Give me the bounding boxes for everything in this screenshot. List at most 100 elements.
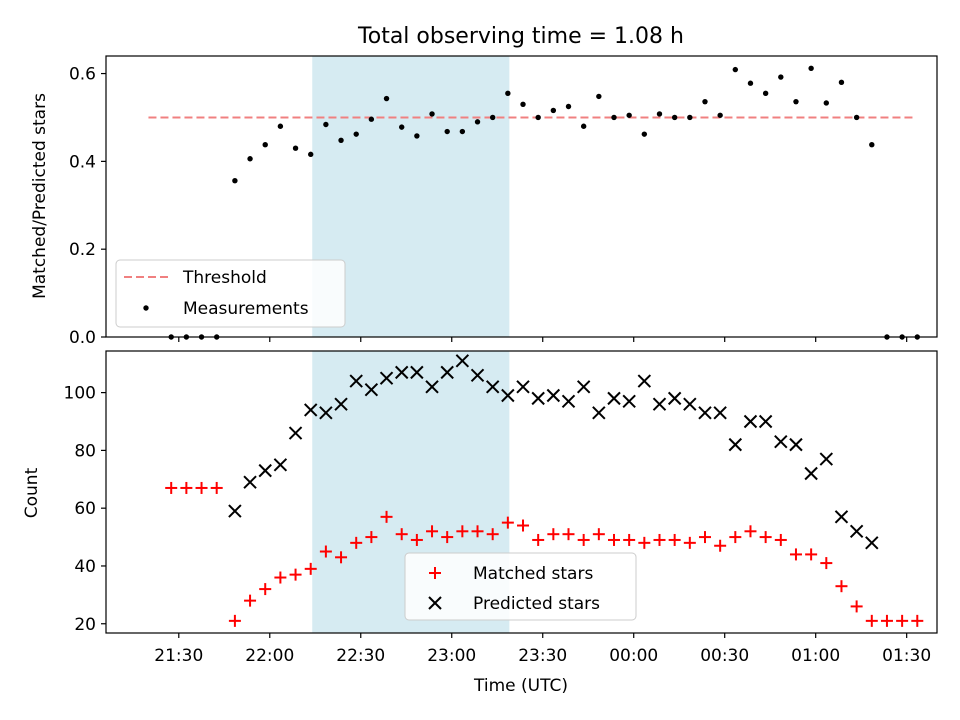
matched-point (835, 580, 848, 593)
predicted-point (470, 368, 485, 382)
x-axis-label: Time (UTC) (473, 676, 568, 696)
matched-point (774, 533, 787, 546)
ratio-legend-box (115, 259, 346, 328)
measurement-point (429, 111, 435, 117)
measurement-point (626, 112, 632, 118)
measurement-point (474, 119, 481, 125)
predicted-point (304, 403, 318, 417)
measurement-point (596, 93, 602, 100)
measurement-point (869, 141, 875, 148)
matched-point (228, 614, 241, 627)
matched-point (259, 583, 272, 596)
measurement-point (580, 123, 587, 129)
matched-point (729, 531, 742, 544)
y-tick-label: 80 (74, 441, 96, 461)
measurement-point (459, 128, 466, 135)
matched-point (698, 531, 711, 544)
predicted-point (758, 414, 773, 429)
measurement-point (778, 74, 784, 80)
predicted-point (607, 391, 621, 406)
chart-title: Total observing time = 1.08 h (357, 24, 684, 49)
y-tick-label: 0.6 (69, 65, 96, 85)
predicted-point (425, 380, 439, 394)
series-measurements (168, 65, 920, 340)
measurement-point (338, 137, 344, 143)
predicted-point (865, 536, 879, 550)
measurement-point (611, 114, 617, 121)
predicted-point (667, 391, 682, 406)
matched-point (880, 614, 893, 627)
predicted-point (531, 391, 545, 406)
matched-point (911, 614, 924, 627)
measurement-point (687, 114, 693, 121)
matched-point (304, 562, 317, 575)
matched-point (380, 510, 393, 523)
x-tick-label: 01:00 (791, 646, 840, 666)
measurement-point (535, 114, 541, 121)
matched-point (623, 533, 636, 546)
matched-point (744, 525, 757, 538)
predicted-point (273, 458, 288, 472)
predicted-point (622, 394, 636, 408)
matched-point (805, 548, 818, 561)
matched-point (410, 533, 423, 546)
matched-point (759, 531, 772, 544)
predicted-point (728, 437, 743, 452)
matched-point (896, 614, 909, 627)
count-y-axis-label: Count (22, 467, 42, 518)
measurement-point (323, 121, 329, 128)
x-tick-label: 22:30 (336, 646, 385, 666)
measurement-point (808, 65, 814, 71)
measurement-point (368, 116, 375, 122)
matched-point (653, 533, 666, 546)
x-tick-label: 00:00 (609, 646, 658, 666)
ratio-y-axis-label: Matched/Predicted stars (30, 93, 50, 299)
matched-point (562, 528, 575, 541)
predicted-point (637, 374, 652, 388)
predicted-point (394, 365, 409, 380)
measurement-point (489, 114, 496, 121)
matched-point (608, 533, 621, 546)
count-legend: Matched stars Predicted stars (404, 552, 637, 621)
matched-point (532, 533, 545, 546)
predicted-point (834, 510, 849, 524)
predicted-point (516, 380, 530, 394)
matched-point (289, 568, 302, 581)
measurement-point (353, 131, 359, 137)
matched-point (714, 539, 727, 552)
measurement-point (702, 98, 708, 105)
matched-point (426, 525, 439, 538)
predicted-point (349, 374, 363, 388)
predicted-point (819, 452, 834, 466)
measurement-point (565, 103, 572, 110)
measurements-legend-swatch (143, 305, 149, 311)
predicted-point (743, 414, 758, 429)
measurement-point (399, 124, 405, 130)
predicted-point (410, 365, 424, 380)
y-tick-label: 40 (74, 557, 96, 577)
ratio-legend: Threshold Measurements (115, 259, 346, 328)
measurement-point (444, 128, 450, 135)
measurement-point (383, 95, 390, 102)
measurement-point (550, 107, 557, 114)
matched-point (456, 525, 469, 538)
y-tick-label: 0.0 (69, 328, 96, 348)
predicted-point (804, 466, 818, 481)
predicted-point (849, 524, 864, 539)
predicted-point (258, 463, 272, 478)
predicted-point (546, 388, 561, 403)
predicted-point (228, 504, 242, 518)
predicted-point (789, 437, 803, 452)
measurement-point (641, 131, 648, 137)
x-tick-label: 21:30 (154, 646, 203, 666)
matched-point (683, 536, 696, 549)
x-tick-label: 23:00 (427, 646, 476, 666)
x-tick-label: 22:00 (245, 646, 294, 666)
matched-point (195, 481, 208, 494)
predicted-point (319, 406, 333, 420)
matched-point (244, 594, 257, 607)
matched-point (577, 533, 590, 546)
ratio-panel: 0.0 0.2 0.4 0.6 Total observing time = 1.08… (30, 24, 938, 348)
measurement-point (262, 141, 268, 148)
matched-point (789, 548, 802, 561)
